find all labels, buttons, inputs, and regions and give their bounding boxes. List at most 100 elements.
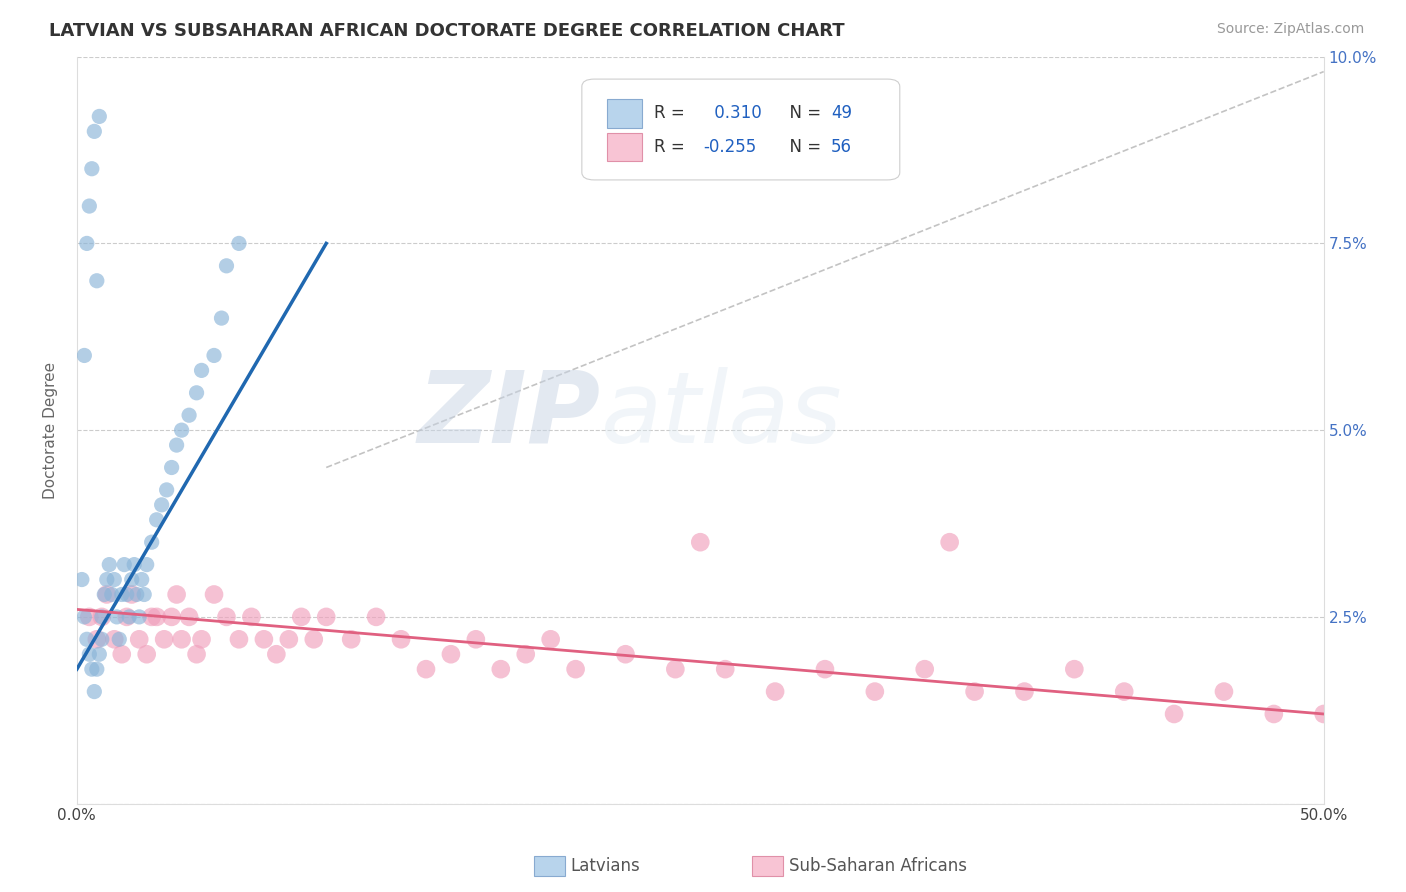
Point [128,632,150,647]
Point [115,587,138,601]
Point [1312,706,1334,721]
Point [190,632,212,647]
Point [121,587,143,601]
Point [90,610,112,624]
Point [112,558,135,572]
Point [80,662,103,676]
Point [145,610,167,624]
Point [90,610,112,624]
Point [1063,662,1085,676]
Point [96,573,118,587]
Point [366,610,388,624]
Point [228,236,250,251]
Point [253,632,276,647]
Text: R =: R = [654,104,690,122]
Point [266,647,288,661]
Point [73,610,96,624]
Point [89,647,111,661]
Point [202,348,225,362]
Point [515,647,537,661]
Point [440,647,463,661]
Point [963,684,986,698]
Point [76,632,98,647]
Point [160,610,183,624]
Text: N =: N = [779,104,827,122]
Text: atlas: atlas [600,367,842,464]
Point [1114,684,1136,698]
Point [86,662,108,676]
Point [145,513,167,527]
Point [215,259,238,273]
Point [240,610,263,624]
Point [315,610,337,624]
Point [141,535,163,549]
Point [166,587,188,601]
Point [96,587,118,601]
Point [914,662,936,676]
Point [101,587,124,601]
Point [177,610,200,624]
Point [83,684,105,698]
Point [564,662,586,676]
Point [115,610,138,624]
Point [89,110,111,124]
Point [103,573,125,587]
Point [156,483,179,497]
Point [228,632,250,647]
Point [489,662,512,676]
Point [170,632,193,647]
Text: 49: 49 [831,104,852,122]
Text: Source: ZipAtlas.com: Source: ZipAtlas.com [1216,22,1364,37]
Text: Latvians: Latvians [571,857,641,875]
Point [121,573,143,587]
Point [79,610,101,624]
Point [202,587,225,601]
Point [290,610,312,624]
Point [79,199,101,213]
Point [108,632,131,647]
Point [415,662,437,676]
Text: LATVIAN VS SUBSAHARAN AFRICAN DOCTORATE DEGREE CORRELATION CHART: LATVIAN VS SUBSAHARAN AFRICAN DOCTORATE … [49,22,845,40]
Point [863,684,886,698]
Point [79,647,101,661]
Point [186,647,208,661]
Point [153,632,176,647]
Point [90,632,112,647]
Point [73,348,96,362]
Point [98,558,121,572]
Point [689,535,711,549]
Text: R =: R = [654,138,690,156]
Point [122,558,145,572]
Point [215,610,238,624]
Text: 0.310: 0.310 [709,104,762,122]
Point [70,573,93,587]
Point [105,610,128,624]
Point [177,408,200,422]
Point [83,124,105,138]
Point [131,573,153,587]
Point [93,587,115,601]
Point [111,587,134,601]
Point [150,498,173,512]
Point [389,632,412,647]
Point [134,587,156,601]
Text: Sub-Saharan Africans: Sub-Saharan Africans [789,857,967,875]
Point [614,647,637,661]
Point [1014,684,1036,698]
Point [141,610,163,624]
Point [1163,706,1185,721]
Point [135,558,157,572]
Point [166,438,188,452]
Point [160,460,183,475]
Point [135,647,157,661]
Point [1263,706,1285,721]
Point [1213,684,1236,698]
Point [170,423,193,437]
FancyBboxPatch shape [582,79,900,180]
Point [80,161,103,176]
Point [664,662,686,676]
Point [938,535,960,549]
Point [103,632,125,647]
Point [111,647,134,661]
Point [714,662,737,676]
